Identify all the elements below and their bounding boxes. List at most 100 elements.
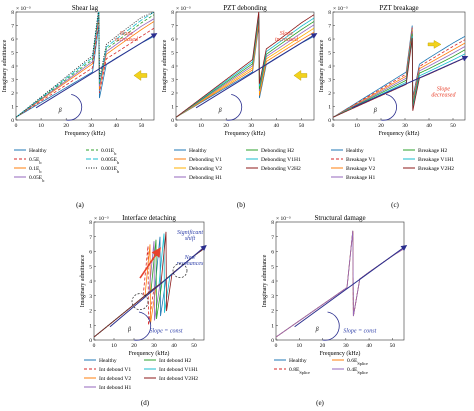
x-tick-label: 40 [114, 123, 120, 129]
x-axis-label: Frequency (kHz) [65, 130, 106, 137]
x-tick-label: 10 [198, 123, 204, 129]
series-line [176, 20, 314, 118]
legend-entry: 0.01Eb [101, 148, 116, 156]
beta-label: β [127, 327, 131, 333]
shift-annotation: Significant [177, 229, 203, 236]
y-tick-label: 5 [271, 264, 274, 270]
slope-annotation: Slope [437, 86, 451, 92]
series-line [176, 18, 314, 118]
y-tick-label: 4 [171, 64, 174, 70]
y-tick-label: 0 [328, 118, 331, 124]
y-tick-label: 5 [11, 51, 14, 57]
series-line [16, 20, 154, 118]
legend-entry: Int debond H2 [159, 358, 192, 364]
series-line [16, 13, 154, 118]
y-tick-label: 1 [11, 105, 14, 111]
legend-entry: Healthy [289, 358, 307, 364]
series-group [16, 12, 154, 118]
x-tick-label: 40 [366, 343, 372, 349]
legend-entry: Int debond V2 [99, 376, 131, 382]
y-tick-label: 4 [271, 279, 274, 285]
y-tick-label: 6 [171, 37, 174, 43]
legend-entry: Healthy [99, 358, 117, 364]
x-tick-label: 20 [320, 343, 326, 349]
legend-entry: Debonding V2 [189, 166, 222, 172]
y-tick-label: 5 [328, 51, 331, 57]
x-tick-label: 20 [131, 343, 137, 349]
panel-caption: (d) [141, 399, 150, 407]
legend-entry: Debonding V2H2 [261, 166, 301, 172]
beta-angle-arc [133, 311, 152, 341]
x-tick-label: 10 [111, 343, 117, 349]
y-tick-label: 7 [89, 235, 92, 241]
y-tick-label: 4 [89, 279, 92, 285]
series-group [276, 230, 404, 338]
axis-exponent: × 10⁻³ [16, 6, 31, 12]
legend-entry: 0.005Eb [101, 157, 119, 165]
beta-angle-arc [322, 311, 340, 341]
shift-annotation-line2: shift [185, 235, 196, 242]
legend-entry: Breakage V2 [346, 166, 375, 172]
panel-caption: (a) [76, 201, 84, 209]
legend-entry: Int debond V2H2 [159, 376, 198, 382]
legend-entry: 0.5Eb [29, 157, 42, 165]
legend-entry: Breakage V2H2 [418, 166, 454, 172]
slope-annotation: Slope [280, 31, 294, 37]
series-line [276, 230, 404, 338]
y-axis-label: Imaginary admittance [262, 254, 268, 307]
legend-entry: Breakage H2 [418, 148, 448, 154]
panel-caption: (b) [237, 201, 246, 209]
legend-entry: 0.4ESplice [347, 367, 368, 375]
x-tick-label: 20 [223, 123, 229, 129]
trend-arrow [35, 33, 158, 109]
x-tick-label: 50 [299, 123, 305, 129]
y-tick-label: 1 [328, 105, 331, 111]
y-tick-label: 8 [11, 10, 14, 16]
y-tick-label: 7 [171, 24, 174, 30]
y-tick-label: 5 [89, 264, 92, 270]
series-group [94, 231, 204, 338]
slope-annotation: Slope [120, 31, 134, 37]
series-line [333, 29, 465, 118]
series-group [176, 12, 314, 118]
x-tick-label: 30 [343, 343, 349, 349]
axis-exponent: × 10⁻³ [333, 6, 348, 12]
trend-arrow [351, 55, 469, 109]
y-tick-label: 0 [171, 118, 174, 124]
panel-title: PZT debonding [223, 4, 267, 12]
legend-entry: Breakage V1H1 [418, 157, 454, 163]
panel-title: PZT breakage [379, 4, 418, 12]
legend-entry: Int debond H1 [99, 385, 132, 391]
highlight-arrow [293, 70, 308, 81]
legend-entry: Debonding V1H1 [261, 157, 301, 163]
x-tick-label: 0 [275, 343, 278, 349]
y-tick-label: 7 [271, 235, 274, 241]
y-tick-label: 3 [171, 78, 174, 84]
series-line [16, 16, 154, 118]
panel-title: Structural damage [314, 214, 365, 222]
panel-title: Interface detaching [122, 214, 176, 222]
chart-panel-2: 0 1 2 3 4 5 6 7 8 0 10 20 30 40 50 × 10⁻³ PZT debonding F… [162, 4, 318, 209]
x-axis-label: Frequency (kHz) [225, 130, 266, 137]
y-axis-label: Imaginary admittance [162, 39, 168, 92]
legend-entry: Int debond V1H1 [159, 367, 198, 373]
series-line [16, 12, 154, 118]
x-tick-label: 0 [15, 123, 18, 129]
x-tick-label: 40 [426, 123, 432, 129]
y-tick-label: 3 [328, 78, 331, 84]
panel-caption: (c) [391, 201, 399, 209]
axis-exponent: × 10⁻³ [276, 216, 291, 222]
legend-entry: Healthy [346, 148, 364, 154]
beta-angle-arc [226, 93, 243, 121]
x-tick-label: 0 [93, 343, 96, 349]
legend-entry: Int debond V1 [99, 367, 131, 373]
series-group [333, 25, 465, 118]
x-tick-label: 50 [139, 123, 145, 129]
resonance-circle [172, 263, 188, 279]
panel-title: Shear lag [72, 4, 99, 12]
x-tick-label: 50 [191, 343, 197, 349]
legend-entry: Breakage V1 [346, 157, 375, 163]
y-tick-label: 3 [271, 294, 274, 300]
y-tick-label: 1 [271, 323, 274, 329]
